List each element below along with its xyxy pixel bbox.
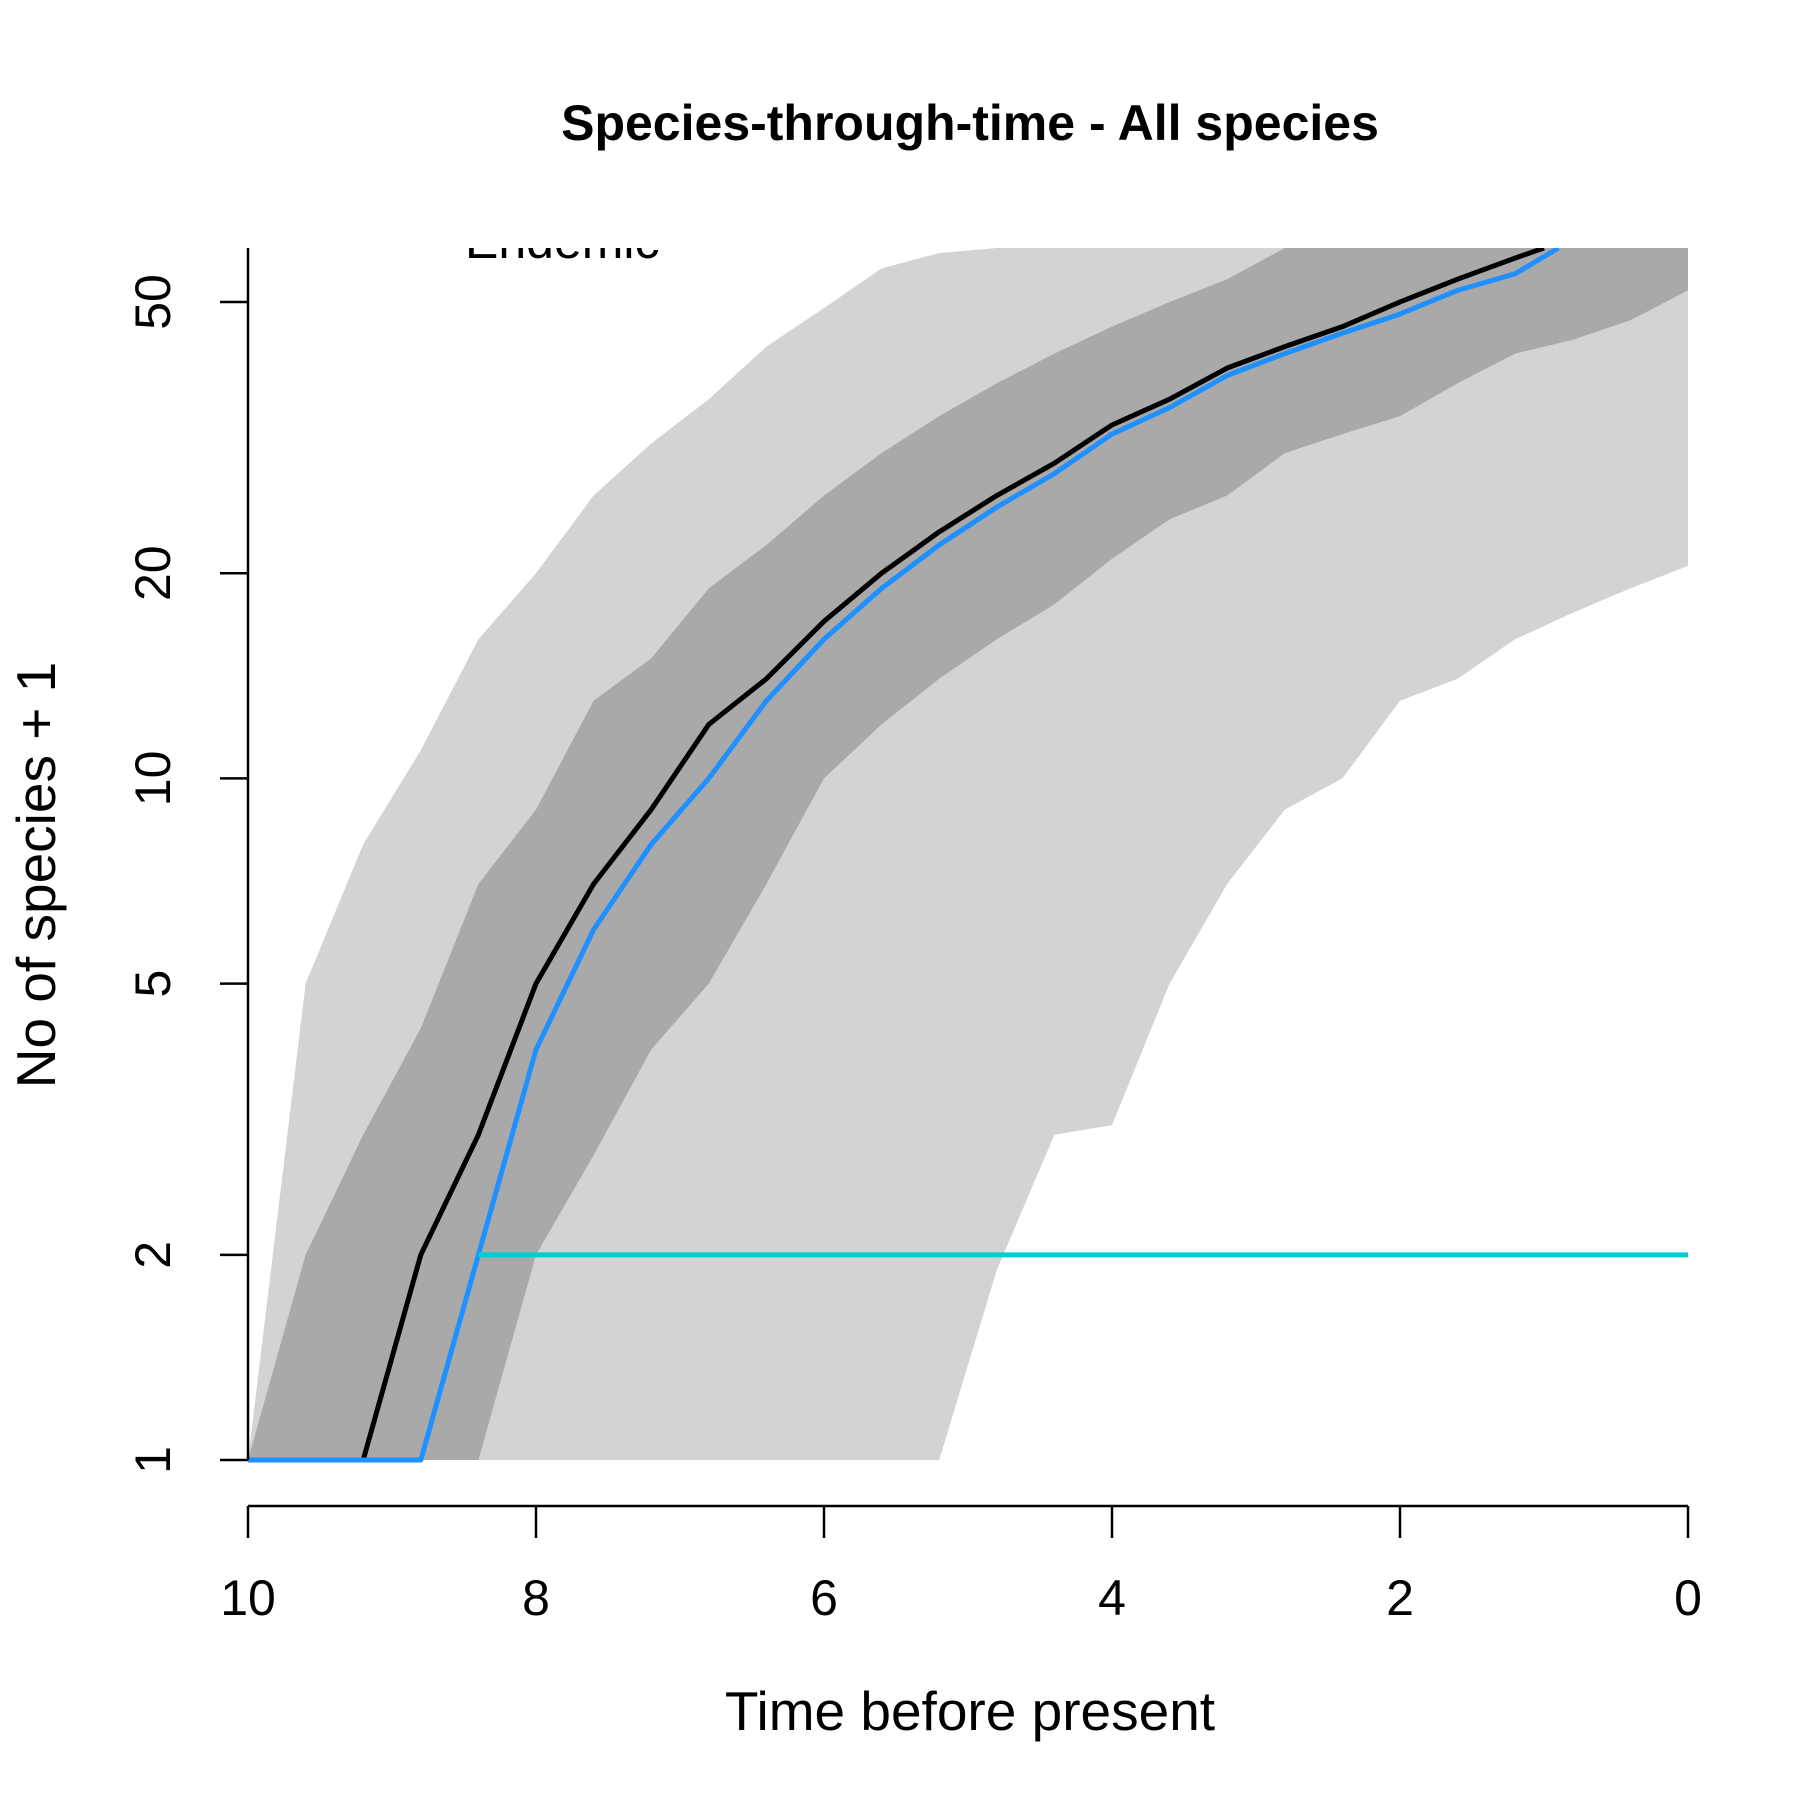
y-tick-label: 1: [125, 1446, 181, 1474]
y-tick-label: 50: [125, 274, 181, 330]
y-tick-label: 2: [125, 1241, 181, 1269]
confidence-band-2: [248, 248, 1688, 1460]
plot-area: Endemic: [248, 213, 1688, 1463]
y-tick-label: 10: [125, 751, 181, 807]
series-line-2: [248, 248, 1560, 1463]
x-tick-label: 0: [1674, 1570, 1702, 1626]
confidence-band-1: [248, 248, 1688, 1460]
x-tick-label: 4: [1098, 1570, 1126, 1626]
legend-fragment: Endemic: [465, 213, 660, 269]
series-line-1: [248, 248, 1545, 1463]
x-tick-label: 10: [220, 1570, 276, 1626]
y-axis-label: No of species + 1: [5, 662, 67, 1089]
y-tick-label: 20: [125, 545, 181, 601]
y-tick-label: 5: [125, 970, 181, 998]
x-tick-label: 6: [810, 1570, 838, 1626]
x-axis-label: Time before present: [725, 1680, 1215, 1742]
x-tick-label: 2: [1386, 1570, 1414, 1626]
x-tick-label: 8: [522, 1570, 550, 1626]
chart-title: Species-through-time - All species: [561, 95, 1379, 151]
